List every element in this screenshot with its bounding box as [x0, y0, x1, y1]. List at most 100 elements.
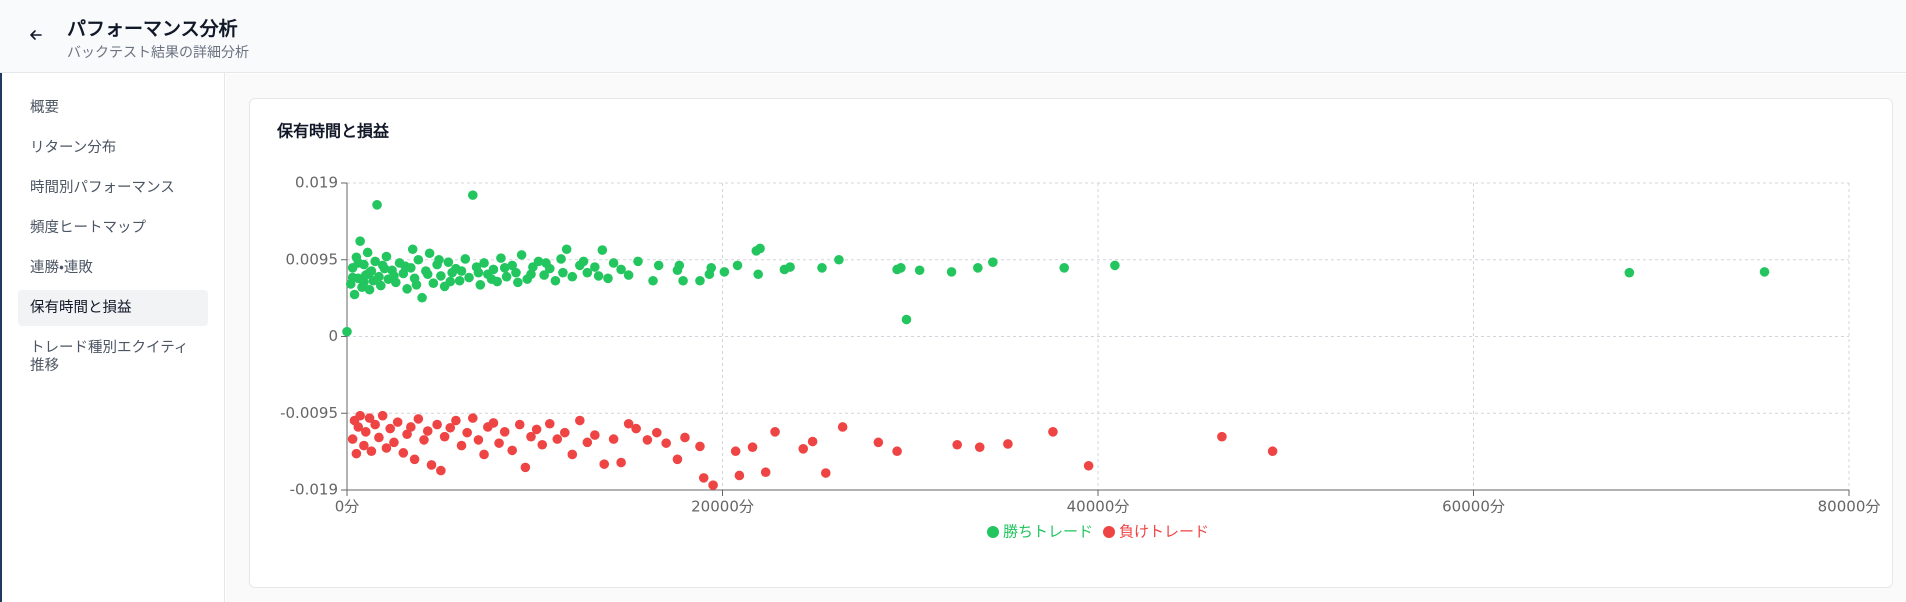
scatter-point [1267, 446, 1278, 457]
scatter-point [419, 435, 429, 445]
scatter-point [678, 275, 688, 286]
scatter-point [695, 275, 705, 286]
scatter-point [755, 243, 765, 254]
scatter-point [760, 467, 771, 478]
scatter-point [464, 272, 474, 283]
scatter-point [807, 436, 818, 447]
sidebar: 概要 リターン分布 時間別パフォーマンス 頻度ヒートマップ 連勝・連敗 保有時間… [2, 73, 225, 602]
window-edge [0, 73, 2, 602]
y-tick-label: 0.0095 [286, 250, 339, 268]
scatter-point [770, 427, 780, 437]
scatter-point [680, 432, 690, 443]
scatter-point [653, 260, 664, 271]
scatter-point [366, 266, 377, 276]
scatter-point [1217, 431, 1227, 442]
scatter-point [901, 314, 912, 325]
scatter-point [785, 262, 795, 272]
scatter-point [516, 250, 527, 260]
scatter-point [473, 267, 484, 278]
scatter-point [351, 448, 362, 459]
scatter-point [1003, 439, 1013, 449]
scatter-point [550, 275, 561, 286]
scatter-point [436, 465, 446, 476]
nav-item[interactable]: 時間別パフォーマンス [30, 180, 175, 196]
scatter-point [988, 257, 998, 267]
scatter-point [473, 435, 484, 445]
scatter-point [631, 423, 641, 434]
scatter-point [695, 441, 705, 452]
scatter-point [593, 271, 604, 281]
scatter-point [381, 443, 392, 453]
scatter-point [377, 410, 388, 421]
scatter-point [817, 263, 827, 273]
scatter-point [359, 259, 369, 270]
scatter-point [402, 429, 412, 440]
scatter-point [428, 278, 439, 288]
scatter-point [364, 413, 375, 423]
nav-item[interactable]: 連勝・連敗 [30, 260, 93, 276]
scatter-point [379, 263, 390, 274]
scatter-point [366, 446, 377, 457]
scatter-point [633, 256, 643, 267]
nav-item[interactable]: トレード種別エクイティ推移 [30, 340, 189, 374]
scatter-point [608, 434, 619, 444]
x-tick-label: 40000分 [1067, 498, 1130, 516]
scatter-point [398, 448, 409, 458]
scatter-point [426, 460, 437, 470]
nav-item[interactable]: 概要 [30, 100, 59, 116]
x-tick-label: 20000分 [691, 498, 754, 516]
scatter-point [603, 273, 613, 284]
scatter-point [372, 200, 382, 210]
scatter-point [599, 459, 610, 469]
scatter-point [507, 260, 518, 271]
scatter-point [413, 414, 424, 424]
scatter-point [434, 254, 444, 265]
scatter-point [567, 449, 578, 460]
scatter-point [511, 267, 521, 278]
scatter-point [370, 419, 380, 430]
nav-item-active[interactable]: 保有時間と損益 [18, 290, 208, 326]
scatter-point [406, 263, 416, 273]
scatter-point [526, 431, 536, 442]
nav-item[interactable]: リターン分布 [30, 140, 117, 156]
scatter-point [558, 267, 568, 278]
scatter-point [1059, 263, 1070, 273]
scatter-point [355, 236, 365, 246]
scatter-point [582, 267, 593, 278]
legend-label: 負けトレード [1119, 523, 1209, 541]
scatter-point [479, 449, 489, 460]
scatter-point [590, 430, 600, 440]
scatter-point [475, 279, 486, 290]
scatter-point [896, 263, 906, 273]
y-tick-label: 0.019 [295, 174, 338, 192]
scatter-point [454, 275, 465, 286]
scatter-point [499, 263, 510, 273]
scatter-point [834, 254, 844, 265]
y-tick-label: -0.019 [290, 481, 338, 499]
chart-title: 保有時間と損益 [276, 122, 390, 141]
scatter-point [730, 446, 741, 457]
scatter-point [494, 438, 504, 448]
scatter-point [456, 440, 467, 451]
scatter-point [1083, 460, 1094, 471]
scatter-point [370, 256, 380, 267]
scatter-point [873, 437, 884, 448]
scatter-point [342, 326, 352, 337]
y-tick-label: -0.0095 [280, 404, 338, 422]
scatter-point [422, 426, 433, 436]
nav-item[interactable]: 頻度ヒートマップ [30, 220, 146, 236]
scatter-point [353, 422, 364, 432]
scatter-point [648, 275, 658, 286]
scatter-point [374, 271, 384, 282]
scatter-point [436, 271, 446, 281]
scatter-point [349, 289, 360, 300]
scatter-point [575, 415, 585, 426]
scatter-point [661, 438, 671, 448]
scatter-point [398, 268, 409, 279]
back-button[interactable] [28, 27, 44, 43]
chart-card: 保有時間と損益 -0.019 -0.0095 0 0.0095 0.019 0分 20000… [249, 98, 1893, 588]
scatter-point [1759, 267, 1770, 277]
scatter-point [1110, 260, 1120, 271]
scatter-point [642, 435, 653, 445]
